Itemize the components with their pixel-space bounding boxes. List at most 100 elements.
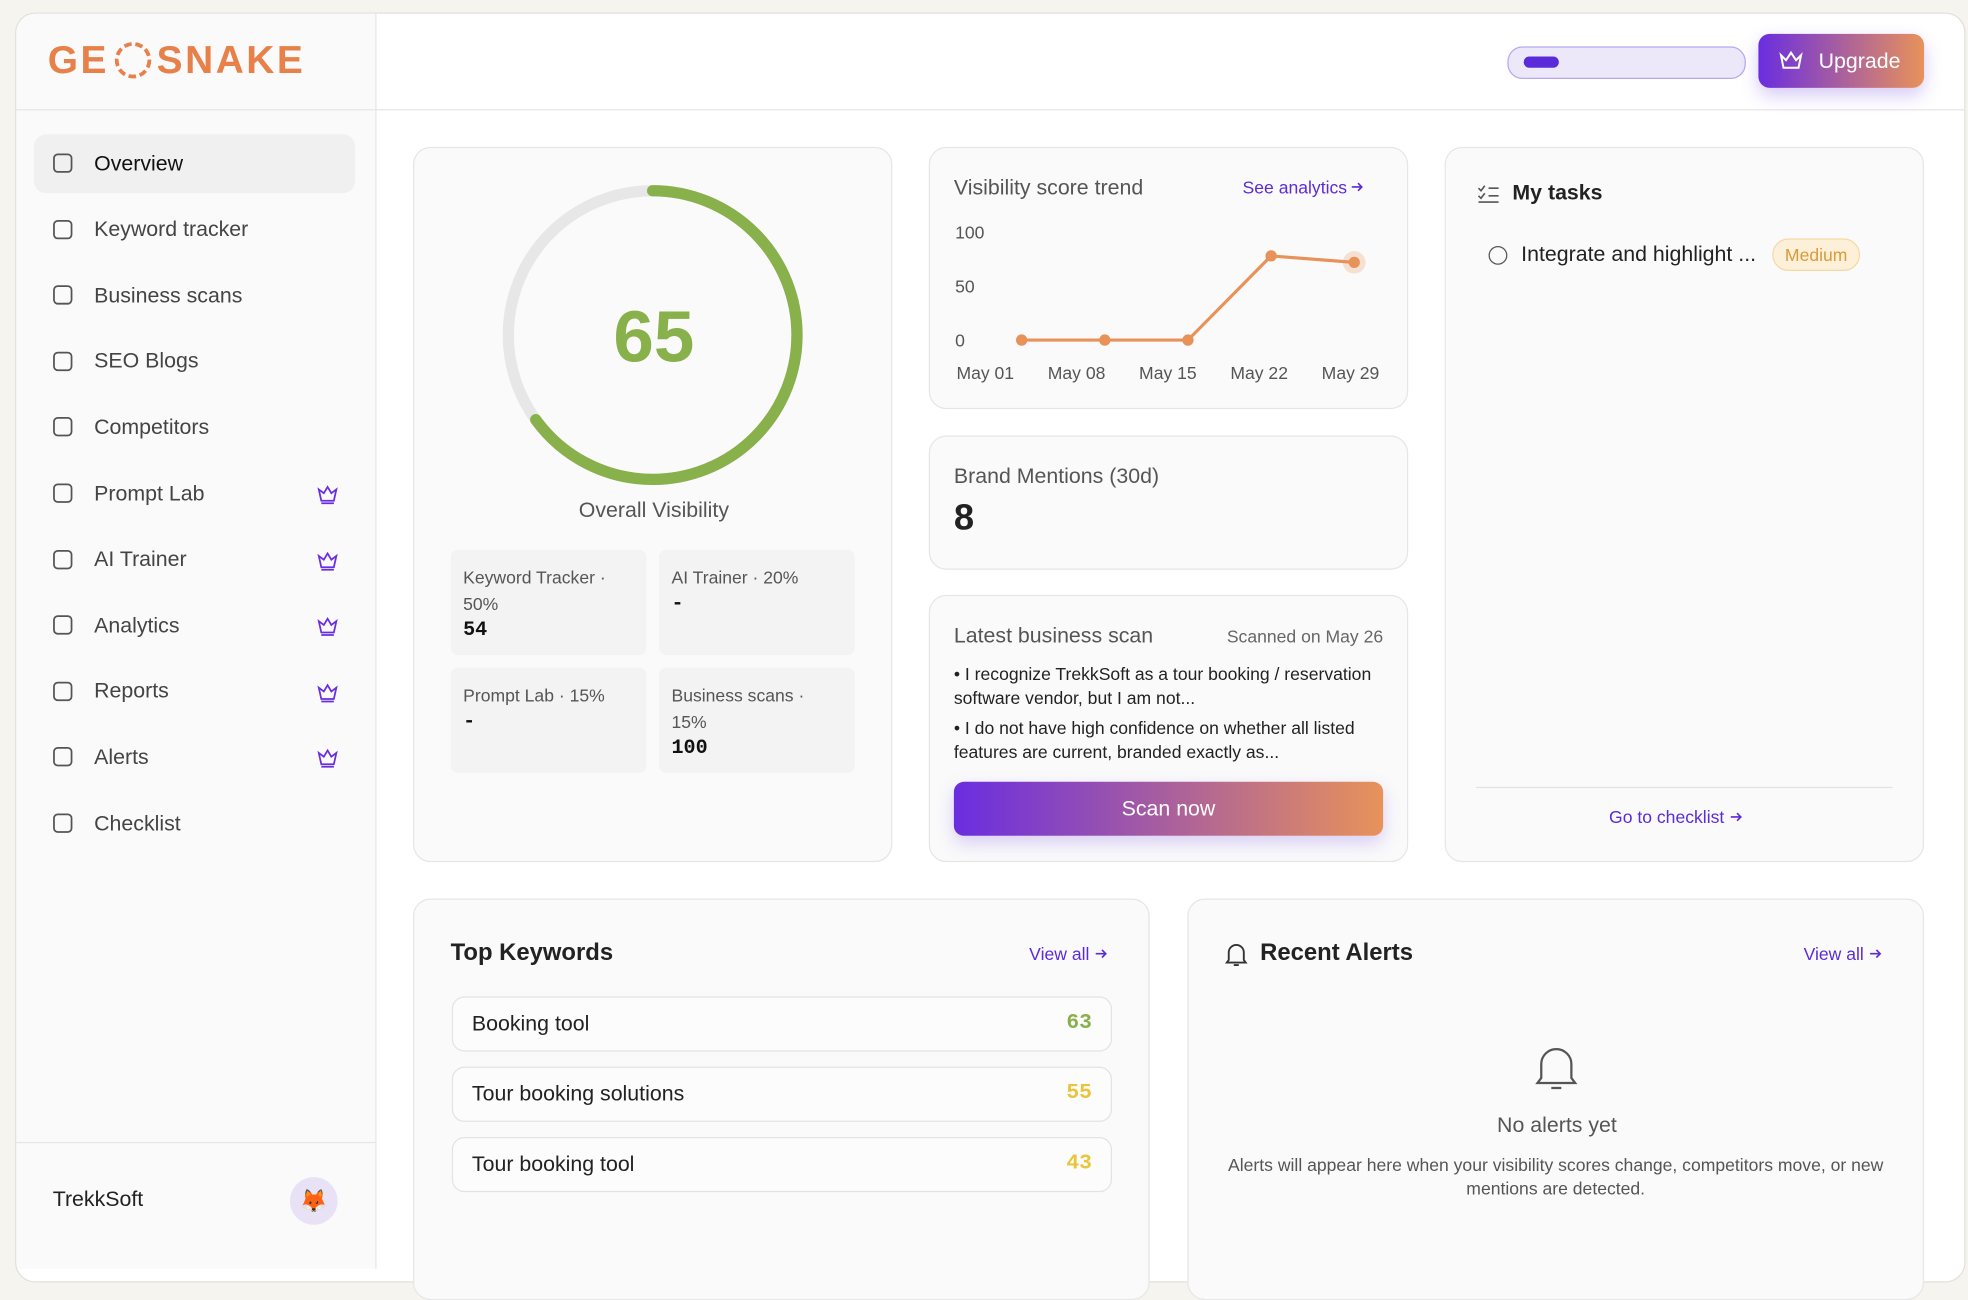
icon-shape [53, 615, 73, 635]
tasks-title: My tasks [1512, 180, 1603, 205]
bell-icon [1224, 944, 1248, 966]
crown-shape [317, 485, 338, 505]
keyword-score: 43 [1066, 1151, 1092, 1176]
keyword-row[interactable]: Booking tool 63 [451, 996, 1113, 1052]
keywords-link[interactable]: View all [1029, 944, 1112, 964]
logo: GE SNAKE [48, 38, 306, 83]
arrow [1095, 949, 1107, 959]
tile-value: - [463, 710, 476, 733]
icon-shape [53, 549, 73, 569]
point [1182, 334, 1194, 346]
icon-shape [53, 747, 73, 767]
y-tick-label: 50 [955, 276, 975, 296]
scan-bullet: • I do not have high confidence on wheth… [953, 717, 1355, 762]
nav-item[interactable]: Overview [33, 134, 356, 194]
scan-button[interactable]: Scan now [953, 781, 1384, 836]
checklist-link[interactable]: Go to checklist [1609, 807, 1747, 827]
alerts-link[interactable]: View all [1804, 944, 1887, 964]
mentions-value: 8 [953, 498, 975, 539]
nav-icon [53, 351, 73, 371]
nav-label: Alerts [94, 745, 149, 770]
breakdown-tile: AI Trainer · 20% - [658, 549, 855, 656]
nav-label: Competitors [94, 415, 210, 440]
task-checkbox[interactable] [1488, 245, 1508, 265]
nav-label: AI Trainer [94, 547, 187, 572]
keyword-row[interactable]: Tour booking solutions 55 [451, 1066, 1113, 1122]
crown-shape [317, 749, 338, 769]
upgrade-button[interactable]: Upgrade [1758, 33, 1925, 88]
keyword-name: Booking tool [471, 1011, 590, 1036]
premium-crown [317, 683, 338, 703]
nav-item[interactable]: Keyword tracker [34, 200, 355, 259]
priority-badge: Medium [1772, 238, 1860, 272]
upgrade-label: Upgrade [1818, 48, 1901, 73]
tasks-card: My tasks Integrate and highlight ... Medi… [1444, 146, 1925, 863]
trend-line [1021, 254, 1355, 342]
nav-item[interactable]: AI Trainer [34, 530, 355, 589]
keyword-name: Tour booking tool [471, 1151, 635, 1176]
nav-icon [53, 549, 73, 569]
scan-card: Latest business scan Scanned on May 26 •… [928, 594, 1409, 863]
nav-label: Overview [94, 151, 184, 176]
nav-item[interactable]: Analytics [34, 596, 355, 655]
gauge [502, 185, 803, 486]
x-tick-label: May 29 [1322, 363, 1380, 383]
account-name: TrekkSoft [52, 1187, 144, 1211]
nav-icon [53, 615, 73, 635]
nav-item[interactable]: Business scans [34, 266, 355, 325]
point [1348, 256, 1360, 269]
premium-crown [317, 749, 338, 769]
score: 65 [613, 296, 695, 378]
x-tick-label: May 01 [956, 363, 1014, 383]
link-label: View all [1803, 943, 1864, 964]
nav-item[interactable]: Competitors [34, 398, 355, 457]
nav-item[interactable]: SEO Blogs [34, 332, 355, 391]
analytics-link[interactable]: See analytics [1243, 177, 1368, 197]
tile-label: Prompt Lab · 15% [463, 685, 605, 706]
link-label: View all [1029, 943, 1090, 964]
nav-icon [53, 747, 73, 767]
empty-text: Alerts will appear here when your visibi… [1228, 1154, 1884, 1199]
sidebar [16, 13, 377, 1269]
nav-item[interactable]: Prompt Lab [34, 464, 355, 523]
x-tick-label: May 08 [1048, 363, 1106, 383]
arrow [1870, 949, 1882, 959]
task-row[interactable]: Integrate and highlight ... Medium [1488, 238, 1860, 272]
tasks-icon [1477, 185, 1499, 203]
logo-text: GE [47, 37, 109, 82]
tile-label: Business scans · 15% [671, 685, 805, 732]
tile-label: AI Trainer · 20% [671, 567, 799, 588]
keyword-row[interactable]: Tour booking tool 43 [451, 1136, 1113, 1193]
alerts-card: Recent Alerts View all No alerts yet Ale… [1187, 898, 1925, 1300]
nav-item[interactable]: Alerts [34, 728, 355, 787]
nav-item[interactable]: Checklist [34, 794, 355, 853]
crown-icon [1779, 50, 1803, 69]
icon-shape [53, 483, 73, 503]
nav-label: Checklist [94, 811, 181, 836]
nav-label: Prompt Lab [94, 481, 205, 506]
empty-title: No alerts yet [1497, 1113, 1617, 1137]
breakdown-tile: Keyword Tracker · 50% 54 [450, 549, 647, 656]
nav-item[interactable]: Reports [34, 662, 355, 721]
tile-value: 54 [463, 618, 488, 642]
nav-label: Keyword tracker [94, 217, 249, 242]
scan-date: Scanned on May 26 [1226, 626, 1384, 647]
tile-label: Keyword Tracker · 50% [463, 567, 606, 614]
nav-icon [53, 813, 73, 833]
avatar[interactable]: 🦊 [289, 1177, 338, 1225]
icon-shape [53, 219, 73, 239]
crown-shape [317, 617, 338, 637]
tile-value: 100 [671, 736, 708, 760]
mentions-title: Brand Mentions (30d) [953, 464, 1160, 489]
nav-icon [53, 417, 73, 437]
premium-crown [317, 485, 338, 505]
page: GE SNAKE Upgrade Overview Keyword tracker… [15, 12, 1966, 1300]
scan-bullet: • I recognize TrekkSoft as a tour bookin… [953, 663, 1372, 708]
point [1099, 334, 1111, 346]
header-border [16, 109, 1965, 111]
arrow [1730, 812, 1742, 822]
icon-shape [53, 681, 73, 701]
nav-icon [53, 219, 73, 239]
premium-crown [317, 551, 338, 571]
breakdown-tile: Prompt Lab · 15% - [450, 667, 647, 774]
